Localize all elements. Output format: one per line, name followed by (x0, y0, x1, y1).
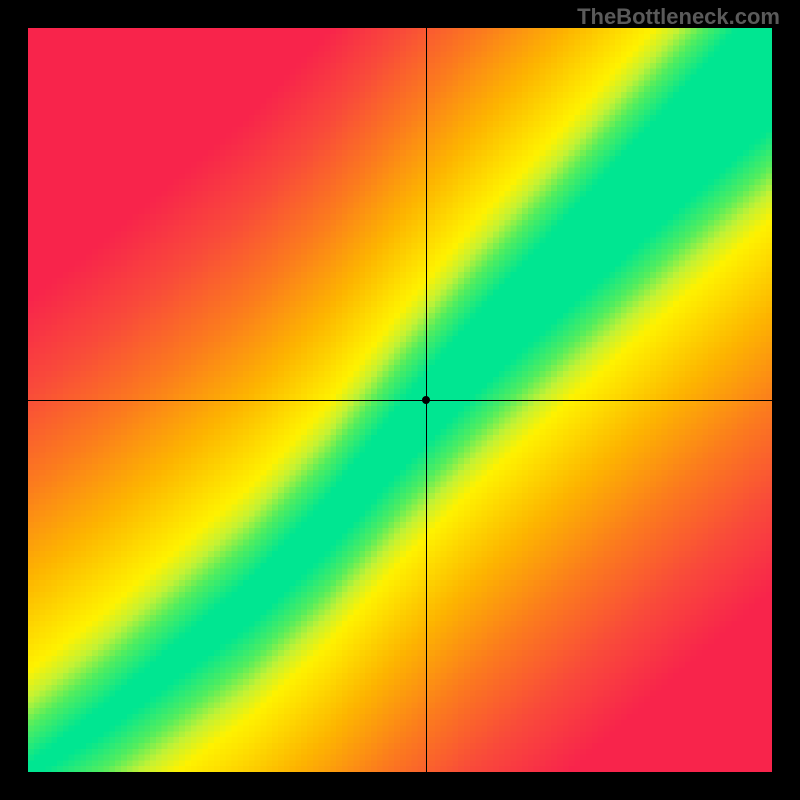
watermark-text: TheBottleneck.com (577, 4, 780, 30)
bottleneck-heatmap (28, 28, 772, 772)
data-point-marker (422, 396, 430, 404)
crosshair-horizontal (28, 400, 772, 401)
